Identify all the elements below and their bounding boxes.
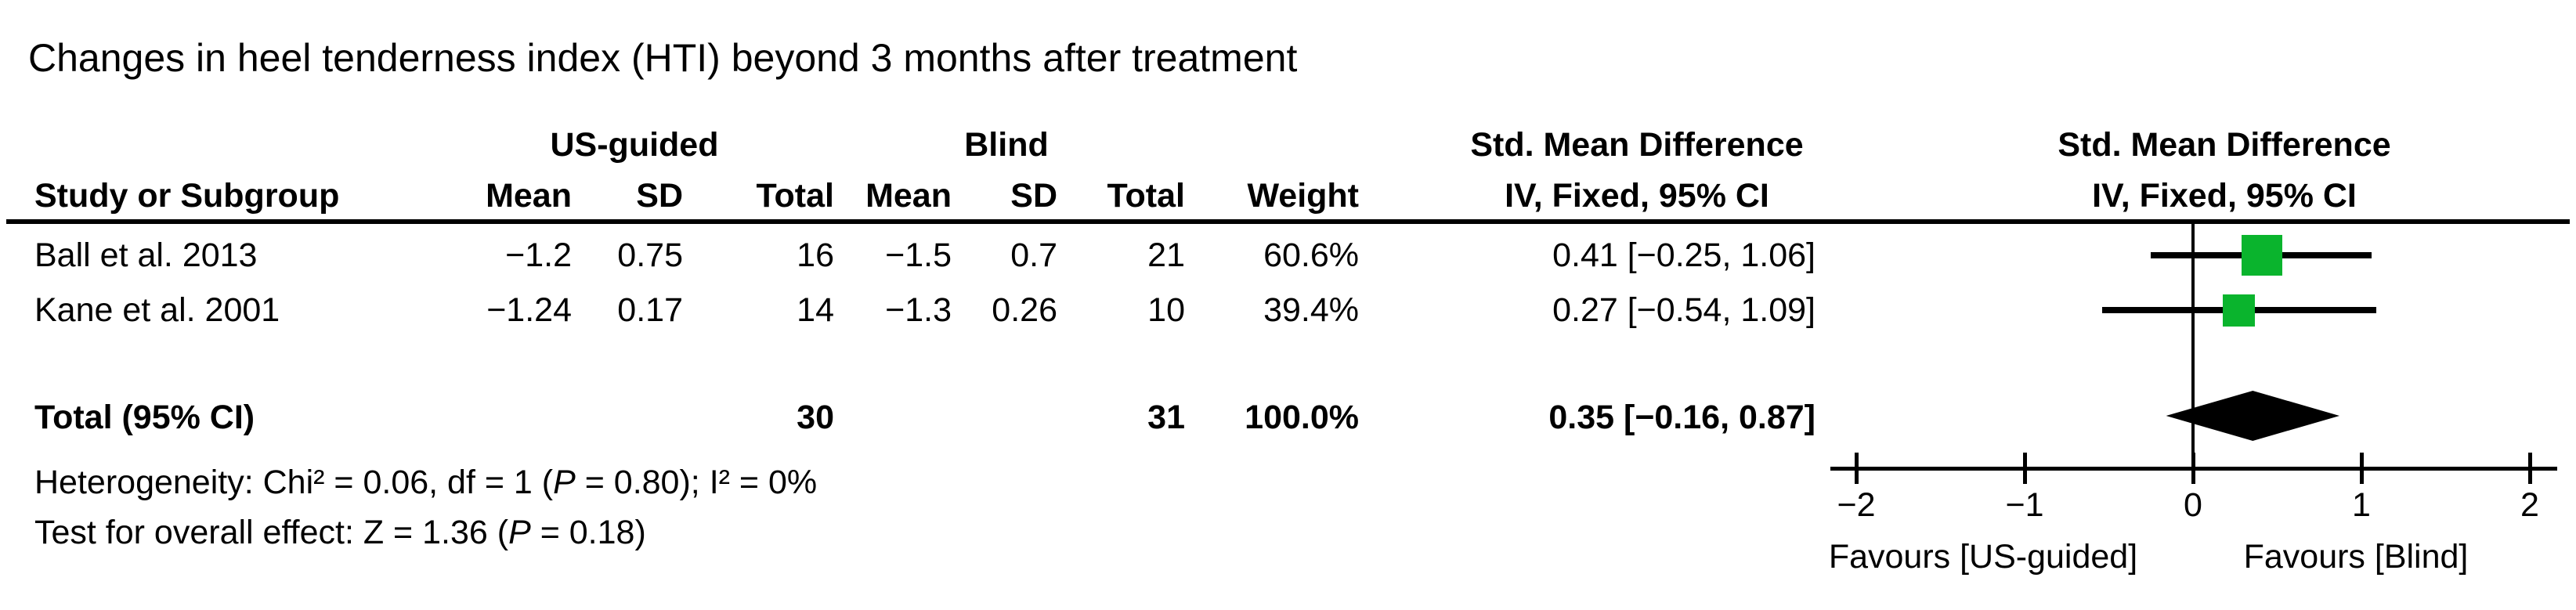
total-blind-value: 10 xyxy=(1147,291,1185,329)
point-estimate-square xyxy=(2242,235,2283,276)
column-header-total-blind: Total xyxy=(1107,177,1185,215)
column-header-iv-fixed-ci: IV, Fixed, 95% CI xyxy=(1505,177,1769,215)
sd-blind-value: 0.26 xyxy=(992,291,1057,329)
axis-tick xyxy=(2023,453,2027,484)
total-us-value: 16 xyxy=(797,236,834,274)
weight-value: 39.4% xyxy=(1263,291,1359,329)
column-header-sd-us: SD xyxy=(636,177,683,215)
zero-effect-line xyxy=(2191,222,2195,470)
smd-ci-value: 0.27 [−0.54, 1.09] xyxy=(1552,291,1815,329)
total-row-label: Total (95% CI) xyxy=(34,399,255,436)
total-blind-value: 21 xyxy=(1147,236,1185,274)
mean-blind-value: −1.3 xyxy=(885,291,952,329)
column-header-mean-blind: Mean xyxy=(865,177,952,215)
axis-tick-label: −1 xyxy=(2005,486,2044,524)
weight-value: 60.6% xyxy=(1263,236,1359,274)
favours-right-label: Favours [Blind] xyxy=(2243,538,2469,576)
overall-effect-test: Test for overall effect: Z = 1.36 (P = 0… xyxy=(34,514,646,551)
axis-tick-label: 2 xyxy=(2520,486,2539,524)
smd-ci-value: 0.41 [−0.25, 1.06] xyxy=(1552,236,1815,274)
figure-title: Changes in heel tenderness index (HTI) b… xyxy=(28,36,1298,80)
favours-left-label: Favours [US-guided] xyxy=(1828,538,2138,576)
total-smd-ci-value: 0.35 [−0.16, 0.87] xyxy=(1548,399,1815,436)
total-us-value: 14 xyxy=(797,291,834,329)
plot-header-smd: Std. Mean Difference xyxy=(2058,126,2391,164)
total-weight: 100.0% xyxy=(1245,399,1359,436)
sd-us-value: 0.17 xyxy=(617,291,683,329)
header-divider-line xyxy=(6,219,2570,224)
axis-tick-label: 0 xyxy=(2184,486,2202,524)
mean-us-value: −1.24 xyxy=(486,291,572,329)
axis-tick xyxy=(2528,453,2532,484)
group-header-blind: Blind xyxy=(964,126,1049,164)
column-header-study: Study or Subgroup xyxy=(34,177,340,215)
mean-blind-value: −1.5 xyxy=(885,236,952,274)
total-us-sum: 30 xyxy=(797,399,834,436)
point-estimate-square xyxy=(2222,294,2255,327)
total-blind-sum: 31 xyxy=(1147,399,1185,436)
column-header-sd-blind: SD xyxy=(1010,177,1057,215)
study-name: Kane et al. 2001 xyxy=(34,291,280,329)
axis-tick xyxy=(2191,453,2195,484)
sd-blind-value: 0.7 xyxy=(1010,236,1057,274)
study-name: Ball et al. 2013 xyxy=(34,236,258,274)
heterogeneity-stats: Heterogeneity: Chi² = 0.06, df = 1 (P = … xyxy=(34,464,818,501)
column-header-total-us: Total xyxy=(756,177,834,215)
group-header-us-guided: US-guided xyxy=(550,126,719,164)
axis-tick-label: −2 xyxy=(1837,486,1876,524)
column-header-smd-values: Std. Mean Difference xyxy=(1470,126,1804,164)
plot-header-iv-fixed-ci: IV, Fixed, 95% CI xyxy=(2092,177,2357,215)
axis-tick xyxy=(2360,453,2364,484)
axis-tick xyxy=(1855,453,1859,484)
column-header-weight: Weight xyxy=(1247,177,1359,215)
column-header-mean-us: Mean xyxy=(486,177,572,215)
axis-tick-label: 1 xyxy=(2352,486,2371,524)
sd-us-value: 0.75 xyxy=(617,236,683,274)
mean-us-value: −1.2 xyxy=(505,236,572,274)
